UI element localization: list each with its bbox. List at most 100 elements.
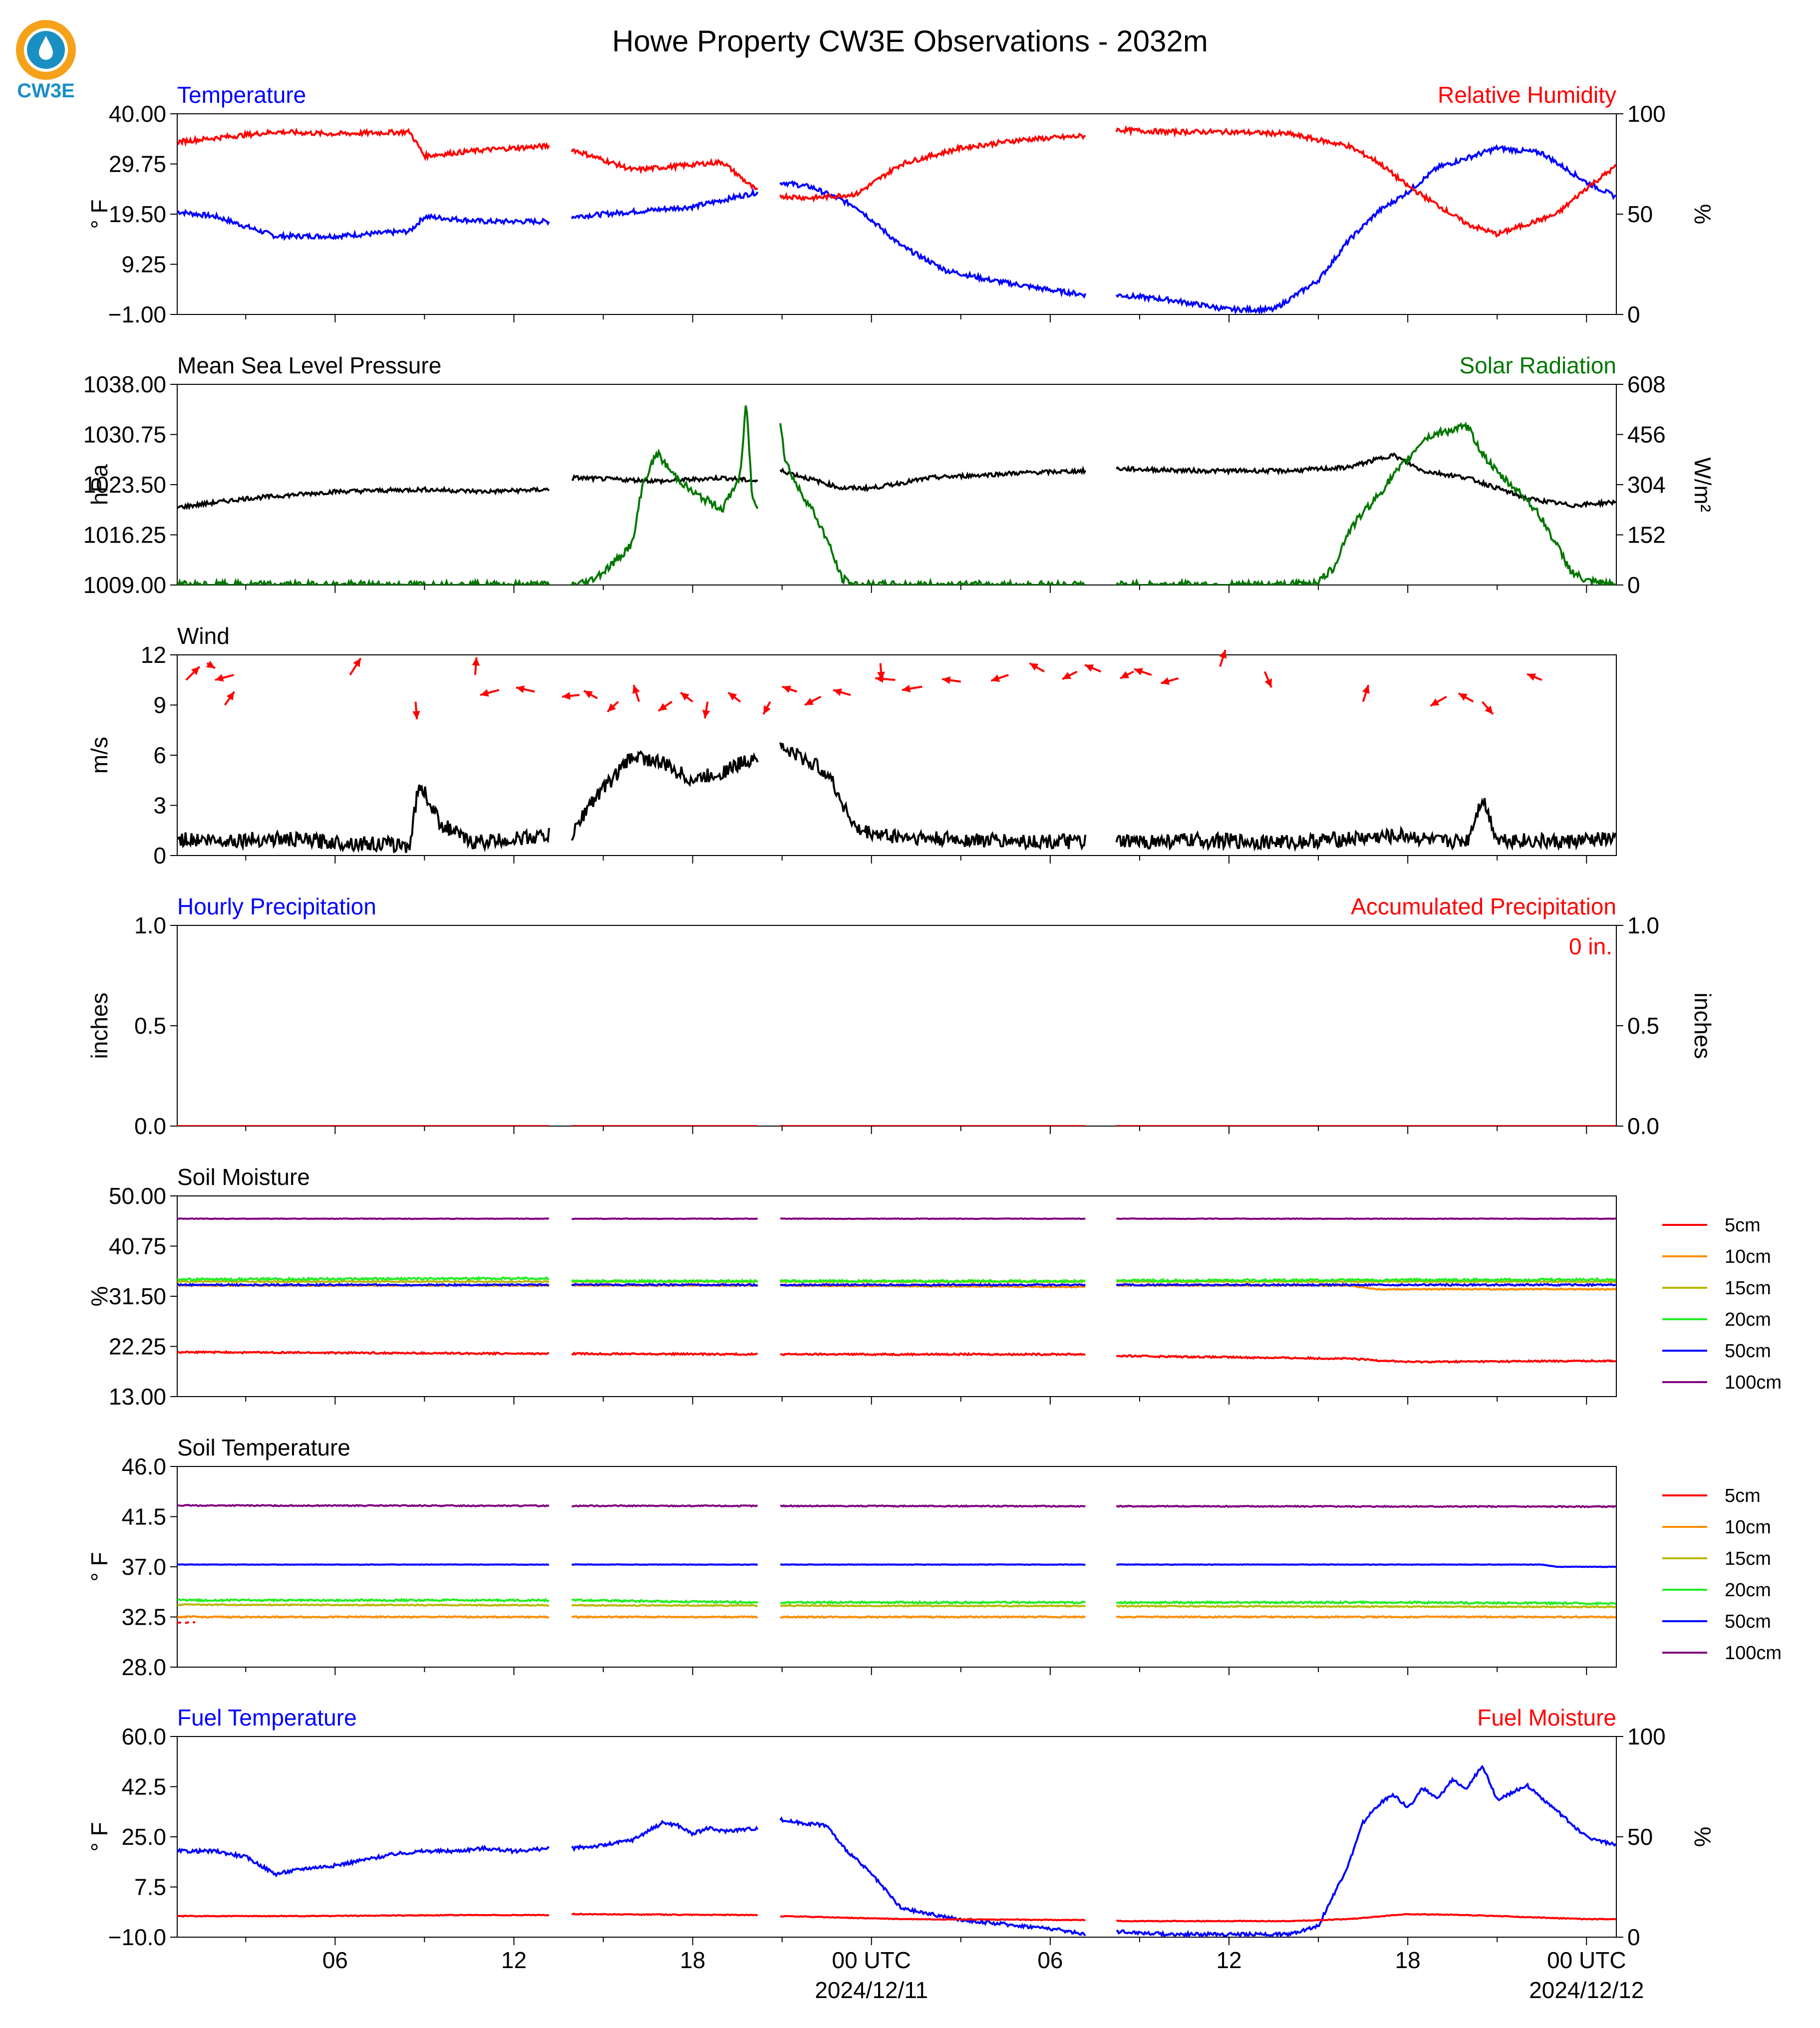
panel-temperature-humidity: Temperature Relative Humidity 40.00 29.75 19… xyxy=(86,82,1716,327)
wind-arrows xyxy=(185,649,1542,720)
legend-label: 100cm xyxy=(1725,1372,1782,1393)
right-tick-label: 0 xyxy=(1627,1924,1640,1950)
panel-title-left: Hourly Precipitation xyxy=(177,893,376,919)
right-tick-label: 0.0 xyxy=(1627,1113,1659,1139)
wind-arrow-head xyxy=(702,710,710,719)
left-tick-label: 0.5 xyxy=(134,1013,166,1039)
right-tick-label: 100 xyxy=(1627,101,1666,127)
right-tick-label: 456 xyxy=(1627,422,1666,448)
left-tick-label: 1.0 xyxy=(134,912,166,938)
panel-title-left: Mean Sea Level Pressure xyxy=(177,352,441,378)
wind-arrow-head xyxy=(680,692,690,701)
logo-drop-icon xyxy=(39,36,53,60)
legend-label: 20cm xyxy=(1725,1580,1771,1601)
wind-arrow-head xyxy=(1120,671,1130,678)
left-tick-label: 1023.50 xyxy=(83,472,166,498)
wind-arrow-head xyxy=(1029,663,1039,671)
series-red xyxy=(177,1912,1616,1923)
panel-title-right: Accumulated Precipitation xyxy=(1351,893,1616,919)
series-20cm xyxy=(177,1597,1616,1606)
x-tick-label: 12 xyxy=(501,1947,527,1973)
wind-arrow-head xyxy=(875,675,884,683)
series-100cm xyxy=(177,1217,1616,1220)
series-20cm xyxy=(177,1275,1616,1284)
series-speed xyxy=(177,742,1616,854)
left-tick-label: 3 xyxy=(153,793,166,819)
left-tick-label: 7.5 xyxy=(134,1874,166,1900)
panel-soil-temperature: Soil Temperature 46.0 41.5 37.0 32.5 28.0 ° F 5… xyxy=(86,1435,1782,1680)
left-axis-label: ° F xyxy=(86,1552,112,1581)
wind-arrow-head xyxy=(658,703,667,711)
left-tick-label: 12 xyxy=(141,642,166,668)
left-tick-label: 60.0 xyxy=(121,1724,166,1749)
series-green xyxy=(177,405,1616,585)
legend-label: 50cm xyxy=(1725,1341,1771,1362)
wind-arrow-head xyxy=(805,698,814,705)
wind-arrow-head xyxy=(353,658,361,667)
left-tick-label: 0 xyxy=(153,843,166,869)
wind-arrow-head xyxy=(607,703,616,712)
right-tick-label: 608 xyxy=(1627,371,1666,397)
left-tick-label: −10.0 xyxy=(108,1924,166,1950)
legend: 5cm 10cm 15cm 20cm 50cm 100cm xyxy=(1662,1215,1782,1393)
right-tick-label: 50 xyxy=(1627,201,1653,227)
right-tick-label: 1.0 xyxy=(1627,912,1659,938)
left-tick-label: 31.50 xyxy=(109,1283,166,1309)
left-tick-label: 9 xyxy=(153,692,166,718)
right-tick-label: 0 xyxy=(1627,301,1640,327)
wind-arrow-head xyxy=(412,711,420,719)
x-axis: 06 12 18 00 UTC 06 12 18 00 UTC 2024/12/11 2024/1… xyxy=(322,1947,1644,2003)
left-tick-label: 42.5 xyxy=(121,1774,166,1800)
wind-arrow-head xyxy=(226,691,235,701)
left-tick-label: 22.25 xyxy=(109,1334,166,1360)
left-tick-label: 40.00 xyxy=(109,101,166,127)
wind-arrow-head xyxy=(991,674,1000,682)
panel-title-left: Soil Moisture xyxy=(177,1164,310,1190)
legend: 5cm 10cm 15cm 20cm 50cm 100cm xyxy=(1662,1485,1782,1664)
legend-label: 15cm xyxy=(1725,1278,1771,1299)
x-tick-label: 00 UTC xyxy=(832,1947,911,1973)
panel-soil-moisture: Soil Moisture 50.00 40.75 31.50 22.25 13.00% 5… xyxy=(86,1164,1782,1410)
left-tick-label: 28.0 xyxy=(121,1654,166,1680)
right-tick-label: 304 xyxy=(1627,472,1666,498)
x-date-label: 2024/12/12 xyxy=(1529,1977,1644,2003)
wind-arrow-head xyxy=(472,657,480,666)
series-blue xyxy=(177,144,1616,314)
series-100cm xyxy=(177,1503,1616,1508)
wind-arrow-head xyxy=(1362,685,1370,694)
wind-arrow-head xyxy=(1219,649,1227,659)
wind-arrow-head xyxy=(833,688,842,696)
legend-label: 10cm xyxy=(1725,1246,1771,1267)
left-tick-label: 25.0 xyxy=(121,1824,166,1850)
series-5cm xyxy=(177,1621,196,1624)
wind-arrow-head xyxy=(877,671,885,680)
wind-arrow-head xyxy=(215,674,224,682)
x-tick-label: 18 xyxy=(680,1947,705,1973)
wind-arrow-head xyxy=(480,689,489,697)
x-tick-label: 00 UTC xyxy=(1547,1947,1626,1973)
left-tick-label: 0.0 xyxy=(134,1113,166,1139)
wind-arrow-head xyxy=(1134,668,1143,676)
logo-ring xyxy=(16,20,76,80)
logo-text: CW3E xyxy=(17,80,75,102)
left-tick-label: 19.50 xyxy=(109,201,166,227)
wind-arrow-head xyxy=(632,685,640,694)
wind-arrow-head xyxy=(1062,672,1072,679)
cw3e-logo: CW3E xyxy=(16,20,76,102)
panel-precipitation: Hourly Precipitation Accumulated Precipit… xyxy=(86,893,1716,1139)
right-tick-label: 152 xyxy=(1627,522,1666,548)
panel-title-right: Relative Humidity xyxy=(1438,82,1616,108)
wind-arrow-head xyxy=(782,685,791,693)
wind-arrow-head xyxy=(191,666,200,675)
panel-title-right: Fuel Moisture xyxy=(1477,1705,1616,1731)
left-tick-label: 40.75 xyxy=(109,1233,166,1259)
series-50cm xyxy=(177,1563,1616,1568)
left-axis-label: inches xyxy=(86,993,112,1059)
panels: Temperature Relative Humidity 40.00 29.75 19… xyxy=(83,82,1782,1950)
legend-label: 5cm xyxy=(1725,1215,1761,1236)
wind-arrow-head xyxy=(902,684,911,693)
wind-arrow-head xyxy=(1430,698,1440,706)
wind-arrow-head xyxy=(206,660,215,668)
wind-arrow-head xyxy=(1527,673,1536,681)
series-10cm xyxy=(177,1615,1616,1619)
